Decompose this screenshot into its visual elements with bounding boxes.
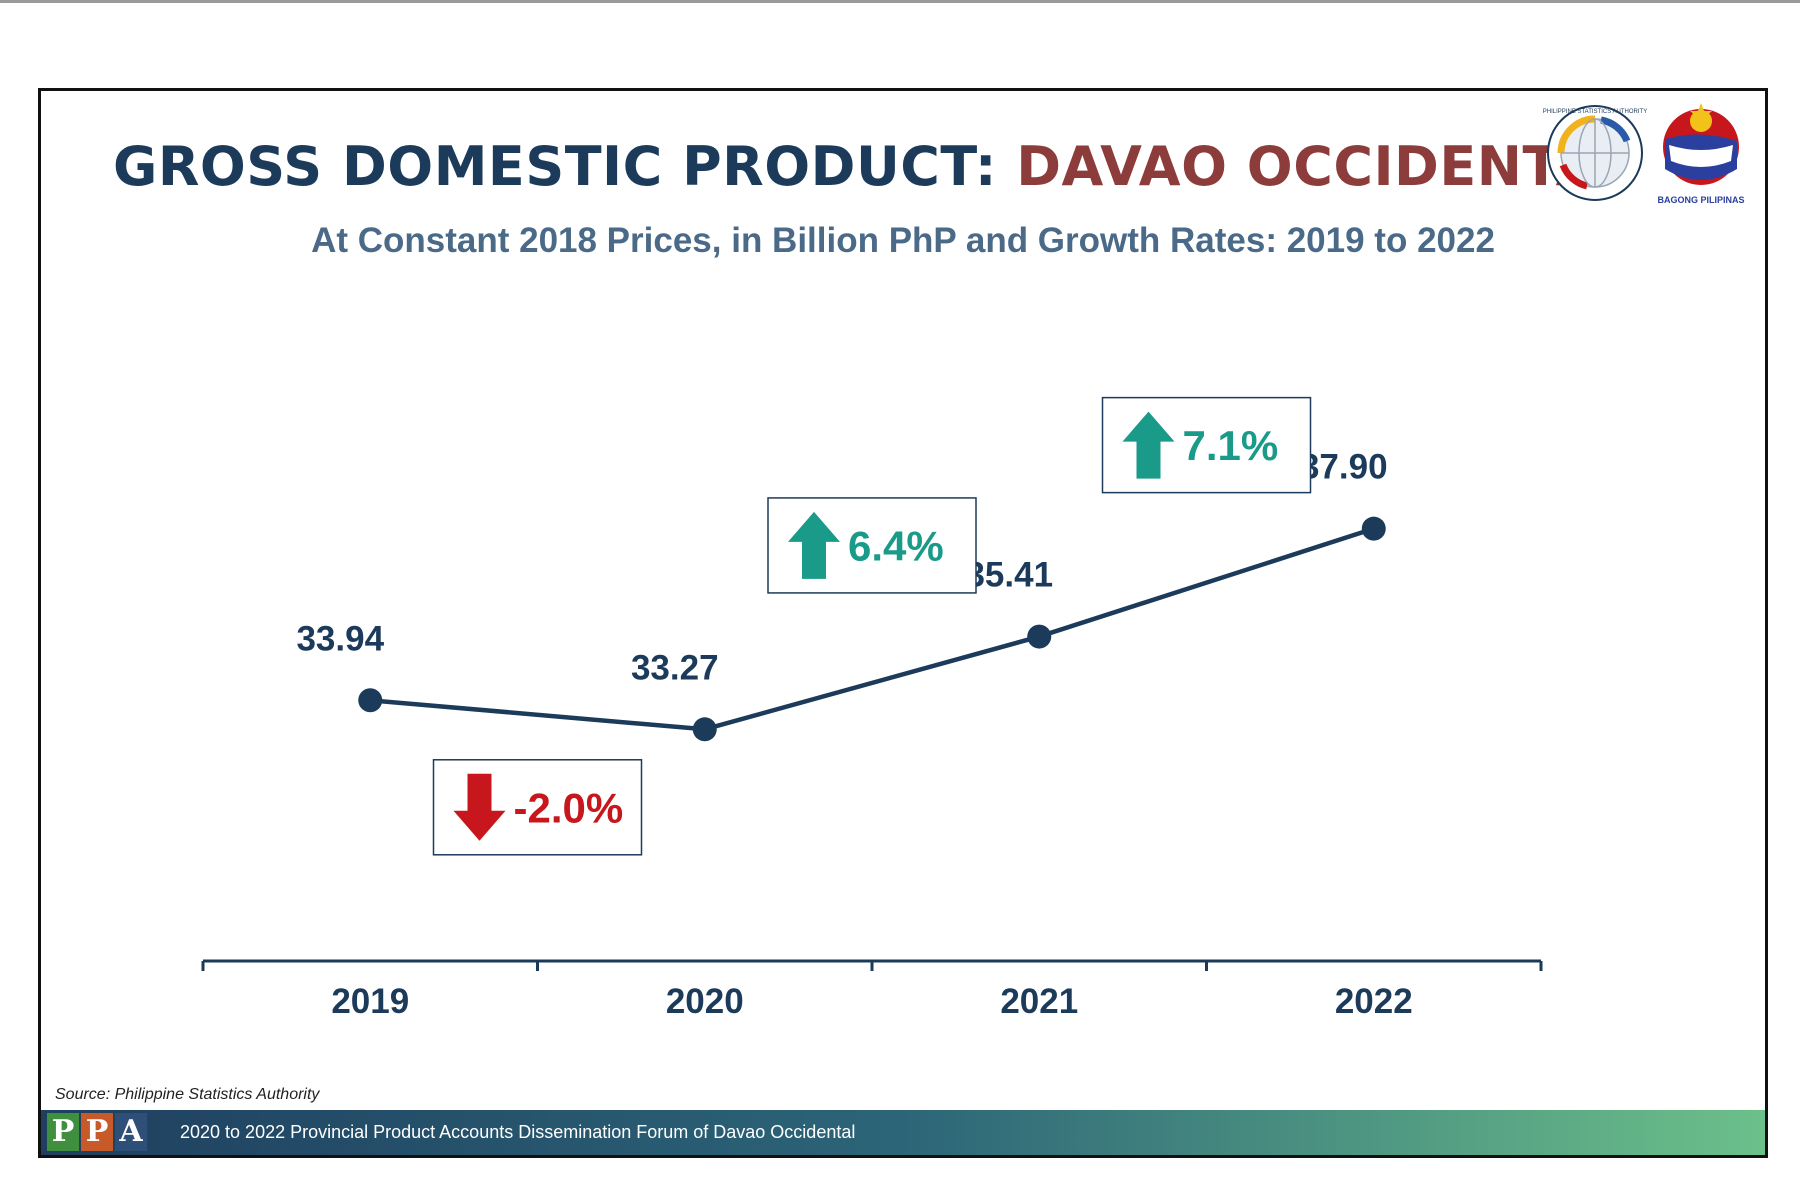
data-point bbox=[358, 688, 383, 713]
title-province: DAVAO OCCIDENTAL bbox=[1016, 135, 1633, 198]
ppa-logo: P P A bbox=[47, 1112, 147, 1152]
psa-logo-text: PHILIPPINE STATISTICS AUTHORITY bbox=[1543, 109, 1647, 115]
x-tick-label: 2022 bbox=[1335, 982, 1413, 1021]
data-point bbox=[1361, 516, 1386, 541]
gdp-series-line bbox=[370, 526, 1375, 732]
source-note: Source: Philippine Statistics Authority bbox=[55, 1086, 320, 1103]
page-title: GROSS DOMESTIC PRODUCT: DAVAO OCCIDENTAL bbox=[113, 135, 1632, 198]
bagong-pilipinas-logo: BAGONG PILIPINAS bbox=[1657, 103, 1745, 205]
footer-text: 2020 to 2022 Provincial Product Accounts… bbox=[180, 1122, 856, 1142]
arrow-up-icon bbox=[788, 511, 840, 579]
data-point bbox=[692, 717, 717, 742]
logos: PHILIPPINE STATISTICS AUTHORITY BAGONG P… bbox=[1541, 99, 1757, 211]
data-label: 35.41 bbox=[965, 556, 1053, 595]
arrow-up-icon bbox=[1122, 411, 1175, 479]
growth-rate-label: -2.0% bbox=[514, 784, 624, 831]
data-point bbox=[1027, 624, 1052, 649]
data-label: 33.94 bbox=[296, 619, 384, 658]
x-tick-label: 2019 bbox=[331, 982, 409, 1021]
psa-logo: PHILIPPINE STATISTICS AUTHORITY bbox=[1543, 105, 1647, 201]
footer-bar: P P A 2020 to 2022 Provincial Product Ac… bbox=[41, 1110, 1765, 1155]
bagong-pilipinas-text: BAGONG PILIPINAS bbox=[1657, 195, 1744, 205]
data-label: 33.27 bbox=[631, 648, 719, 687]
growth-rate-label: 6.4% bbox=[848, 522, 944, 569]
logos-svg: PHILIPPINE STATISTICS AUTHORITY BAGONG P… bbox=[1543, 103, 1745, 205]
x-tick-label: 2021 bbox=[1000, 982, 1078, 1021]
gdp-line-chart: 2019 2020 2021 2022 33.94 33.27 35.41 37.90 -2.0… bbox=[201, 396, 1543, 1021]
data-label: 37.90 bbox=[1300, 448, 1388, 487]
title-main: GROSS DOMESTIC PRODUCT: bbox=[113, 135, 1017, 198]
ppa-letter-3: A bbox=[115, 1113, 147, 1151]
ppa-letter-1: P bbox=[47, 1113, 79, 1151]
x-tick-label: 2020 bbox=[666, 982, 744, 1021]
arrow-down-icon bbox=[453, 773, 506, 841]
growth-rate-label: 7.1% bbox=[1183, 422, 1279, 469]
chart-subtitle: At Constant 2018 Prices, in Billion PhP … bbox=[311, 221, 1495, 260]
slide: GROSS DOMESTIC PRODUCT: DAVAO OCCIDENTAL… bbox=[38, 88, 1768, 1158]
top-rule bbox=[0, 0, 1800, 3]
ppa-letter-2: P bbox=[81, 1113, 113, 1151]
